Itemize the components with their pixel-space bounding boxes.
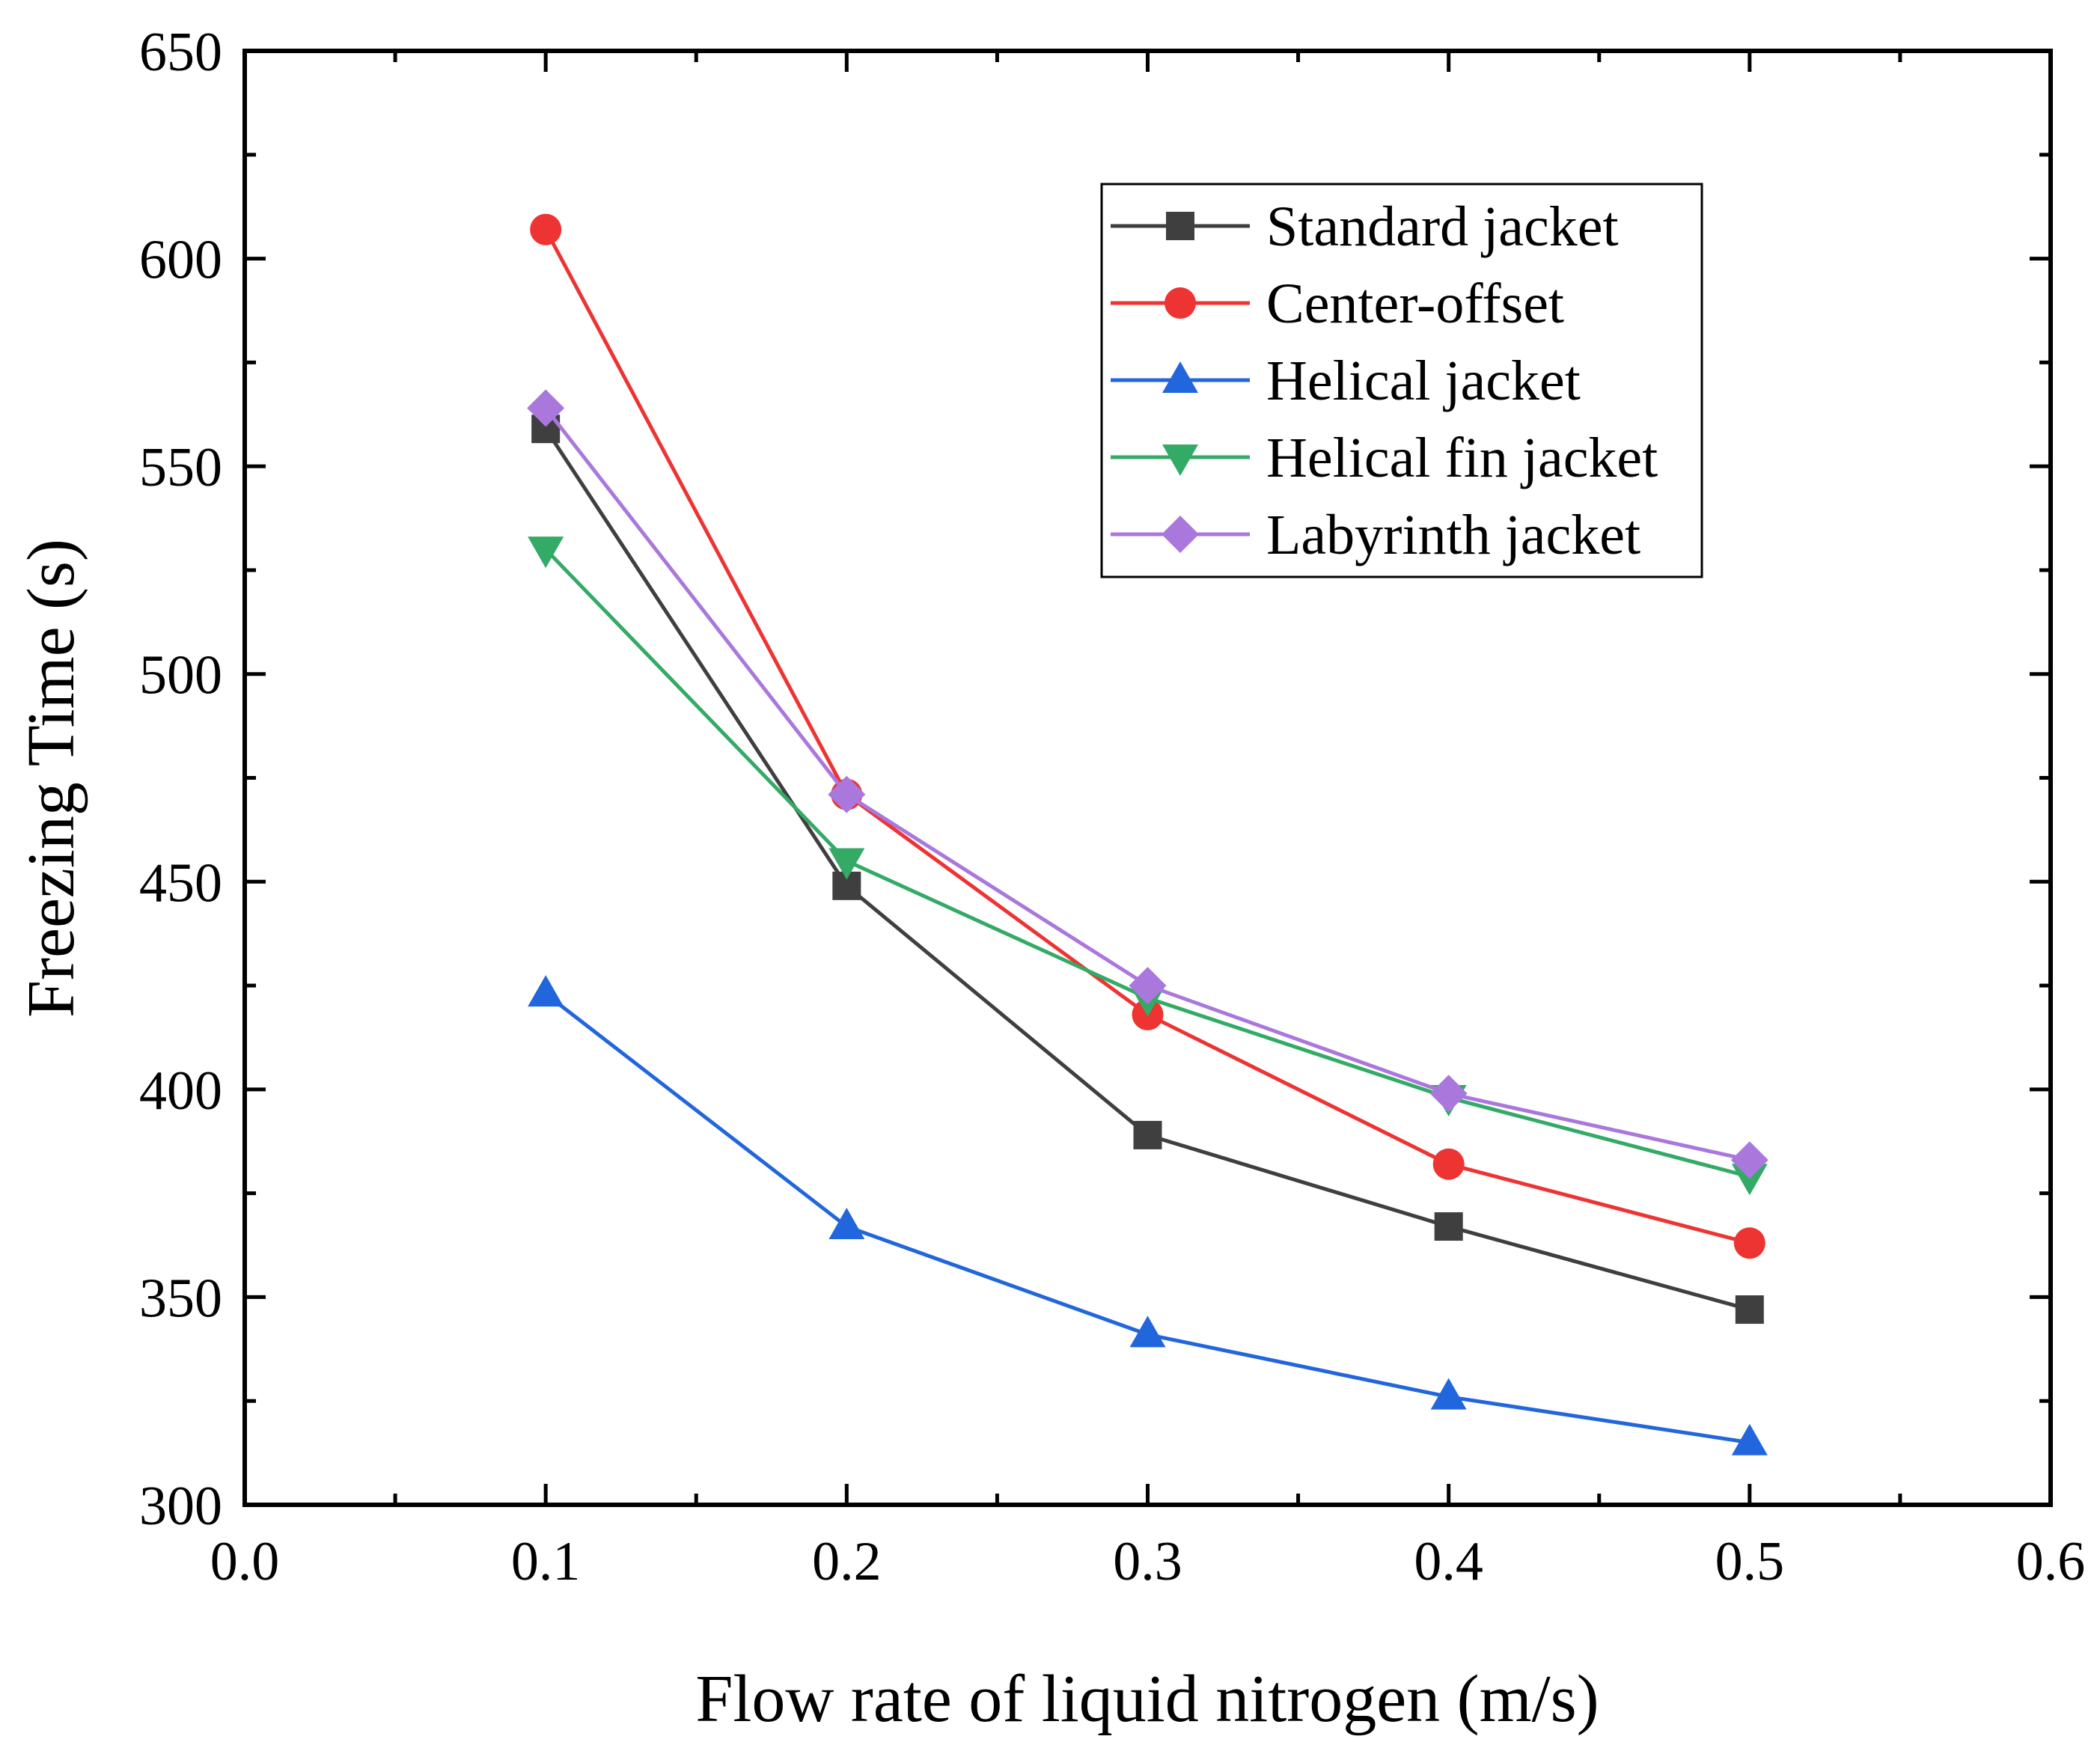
x-tick-label: 0.2	[812, 1531, 882, 1592]
data-point	[528, 975, 564, 1007]
series-line	[544, 548, 1750, 1179]
x-tick-label: 0.4	[1414, 1531, 1483, 1592]
legend-label: Labyrinth jacket	[1266, 504, 1640, 566]
series-line	[544, 992, 1750, 1445]
data-point	[1133, 1120, 1162, 1149]
data-point	[1129, 967, 1167, 1005]
y-tick-label: 550	[139, 437, 222, 498]
data-point	[527, 389, 565, 427]
x-tick-label: 0.0	[210, 1531, 280, 1592]
data-point	[1733, 1227, 1765, 1259]
y-axis-title: Freezing Time (s)	[14, 539, 88, 1018]
x-axis-title: Flow rate of liquid nitrogen (m/s)	[695, 1662, 1599, 1736]
legend-item: Helical jacket	[1111, 349, 1581, 412]
x-tick-label: 0.1	[511, 1531, 581, 1592]
x-axis-ticks: 0.0 0.1 0.2 0.3 0.4 0.5 0.6	[210, 51, 2086, 1592]
data-point	[1432, 1148, 1465, 1180]
legend-label: Helical fin jacket	[1266, 427, 1658, 489]
legend-item: Helical fin jacket	[1111, 427, 1658, 489]
data-point	[828, 1208, 865, 1240]
legend-item: Standard jacket	[1111, 195, 1619, 258]
data-point	[1434, 1212, 1463, 1241]
data-point	[828, 848, 865, 880]
y-tick-label: 650	[139, 22, 222, 83]
data-point	[828, 775, 866, 813]
y-tick-label: 450	[139, 852, 222, 914]
x-tick-label: 0.6	[2016, 1531, 2086, 1592]
data-point	[1429, 1075, 1468, 1113]
x-tick-label: 0.3	[1113, 1531, 1182, 1592]
data-point	[1430, 1378, 1467, 1410]
legend-item: Labyrinth jacket	[1111, 504, 1640, 566]
y-tick-label: 350	[139, 1268, 222, 1329]
series-layer	[527, 213, 1768, 1455]
x-tick-label: 0.5	[1715, 1531, 1785, 1592]
data-point	[1129, 1316, 1166, 1348]
y-tick-label: 600	[139, 230, 222, 291]
y-tick-label: 300	[139, 1476, 222, 1537]
legend-marker	[1162, 516, 1199, 553]
y-tick-label: 500	[139, 645, 222, 706]
data-point	[1731, 1164, 1768, 1196]
legend-item: Center-offset	[1111, 272, 1564, 335]
series-2	[528, 975, 1768, 1455]
legend-label: Helical jacket	[1266, 349, 1581, 412]
legend-label: Standard jacket	[1266, 195, 1619, 258]
legend-marker	[1162, 444, 1198, 476]
y-axis-ticks: 300 350 400 450 500 550 600 650	[139, 22, 2051, 1537]
legend-marker	[1166, 212, 1194, 240]
legend: Standard jacket Center-offset Helical jack…	[1100, 183, 1703, 578]
legend-label: Center-offset	[1266, 272, 1564, 335]
y-tick-label: 400	[139, 1060, 222, 1122]
series-4	[527, 389, 1768, 1179]
data-point	[1730, 1141, 1768, 1179]
data-point	[1735, 1295, 1764, 1324]
series-3	[528, 537, 1768, 1196]
data-point	[528, 537, 564, 569]
legend-marker	[1165, 287, 1196, 319]
legend-marker	[1162, 361, 1198, 393]
data-point	[1731, 1423, 1768, 1455]
data-point	[530, 213, 562, 245]
